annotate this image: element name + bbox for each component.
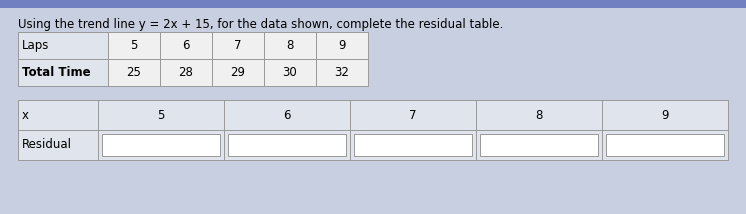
Bar (480, 134, 598, 156)
Text: 9: 9 (338, 39, 345, 52)
Bar (264, 59, 316, 86)
Text: x: x (22, 108, 29, 122)
Bar (350, 130, 476, 160)
Bar (316, 32, 368, 59)
Bar (108, 59, 160, 86)
Text: 29: 29 (231, 66, 245, 79)
Bar (108, 32, 160, 59)
Bar (602, 100, 728, 130)
Text: 6: 6 (283, 108, 291, 122)
Text: 6: 6 (182, 39, 189, 52)
Bar (18, 130, 98, 160)
Bar (212, 32, 264, 59)
Bar (354, 134, 472, 156)
Bar (0, 0, 746, 8)
Bar (602, 130, 728, 160)
Bar (102, 134, 220, 156)
Text: Total Time: Total Time (22, 66, 90, 79)
Text: Laps: Laps (22, 39, 49, 52)
Text: 28: 28 (178, 66, 193, 79)
Text: Residual: Residual (22, 138, 72, 152)
Bar (476, 130, 602, 160)
Bar (228, 134, 346, 156)
Text: 7: 7 (410, 108, 417, 122)
Bar (98, 100, 224, 130)
Bar (264, 32, 316, 59)
Text: 7: 7 (234, 39, 242, 52)
Bar (476, 100, 602, 130)
Text: 30: 30 (283, 66, 298, 79)
Bar (98, 130, 224, 160)
Text: 32: 32 (334, 66, 349, 79)
Bar (160, 59, 212, 86)
Text: 5: 5 (131, 39, 138, 52)
Text: 25: 25 (127, 66, 142, 79)
Bar (212, 59, 264, 86)
Text: 8: 8 (286, 39, 294, 52)
Bar (18, 32, 108, 59)
Bar (350, 100, 476, 130)
Bar (606, 134, 724, 156)
Bar (18, 100, 98, 130)
Bar (224, 130, 350, 160)
Bar (224, 100, 350, 130)
Bar (316, 59, 368, 86)
Text: Using the trend line y = 2x + 15, for the data shown, complete the residual tabl: Using the trend line y = 2x + 15, for th… (18, 18, 504, 31)
Bar (18, 59, 108, 86)
Text: 5: 5 (157, 108, 165, 122)
Text: 8: 8 (536, 108, 542, 122)
Text: 9: 9 (661, 108, 668, 122)
Bar (160, 32, 212, 59)
